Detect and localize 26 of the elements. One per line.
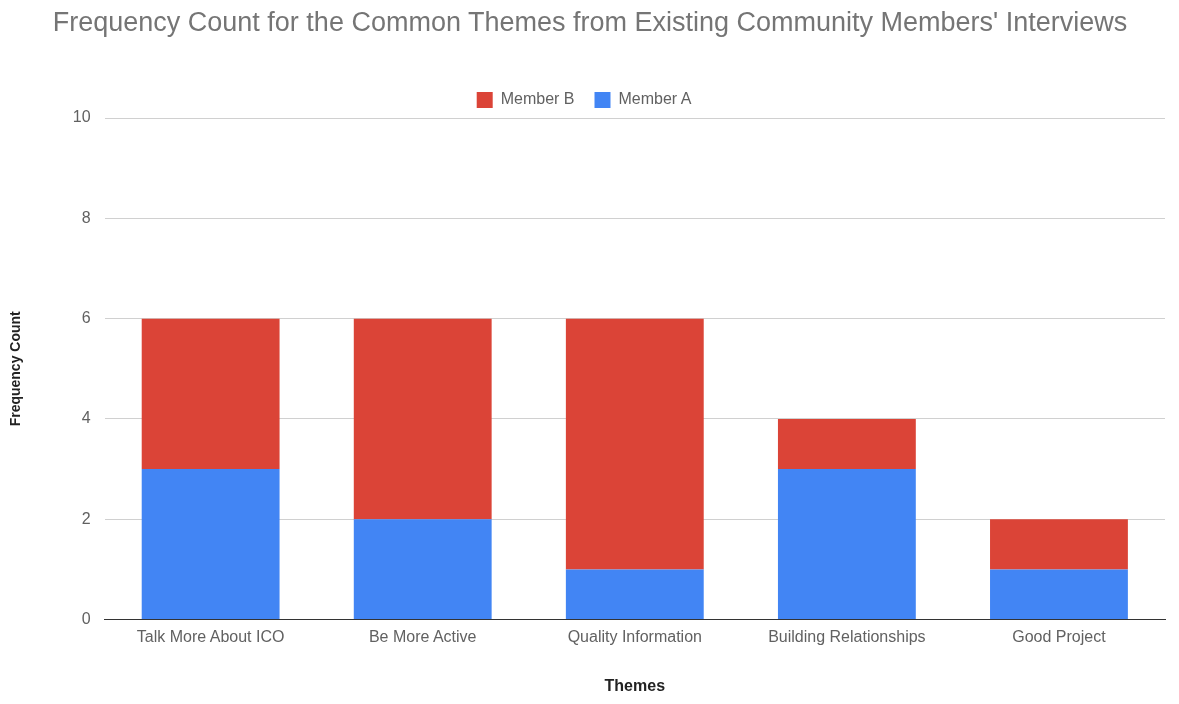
y-tick-label: 0: [81, 610, 91, 628]
bar: [565, 569, 704, 620]
bar: [353, 519, 492, 620]
x-tick-label: Be More Active: [368, 627, 477, 645]
bar: [353, 318, 492, 520]
bar: [990, 519, 1128, 570]
bar: [141, 318, 280, 470]
y-tick-label: 2: [81, 509, 91, 527]
x-axis-title: Themes: [604, 676, 666, 694]
bar: [990, 569, 1128, 620]
x-tick-label: Quality Information: [567, 627, 702, 645]
y-tick-label: 6: [81, 309, 91, 327]
x-tick-label: Talk More About ICO: [136, 627, 285, 645]
y-tick-label: 4: [81, 409, 91, 427]
x-tick-label: Building Relationships: [768, 627, 926, 645]
y-tick-label: 8: [81, 208, 91, 226]
legend-label: Member B: [500, 90, 575, 108]
chart-title: Frequency Count for the Common Themes from Existing Community Members' Interviews: [51, 6, 1129, 38]
legend-label: Member A: [618, 90, 692, 108]
bar: [565, 318, 704, 570]
x-tick-label: Good Project: [1012, 627, 1107, 645]
bar: [777, 418, 916, 470]
y-tick-label: 10: [72, 108, 91, 126]
bar: [141, 469, 280, 620]
bar: [777, 469, 916, 620]
y-axis-title: Frequency Count: [7, 310, 24, 427]
